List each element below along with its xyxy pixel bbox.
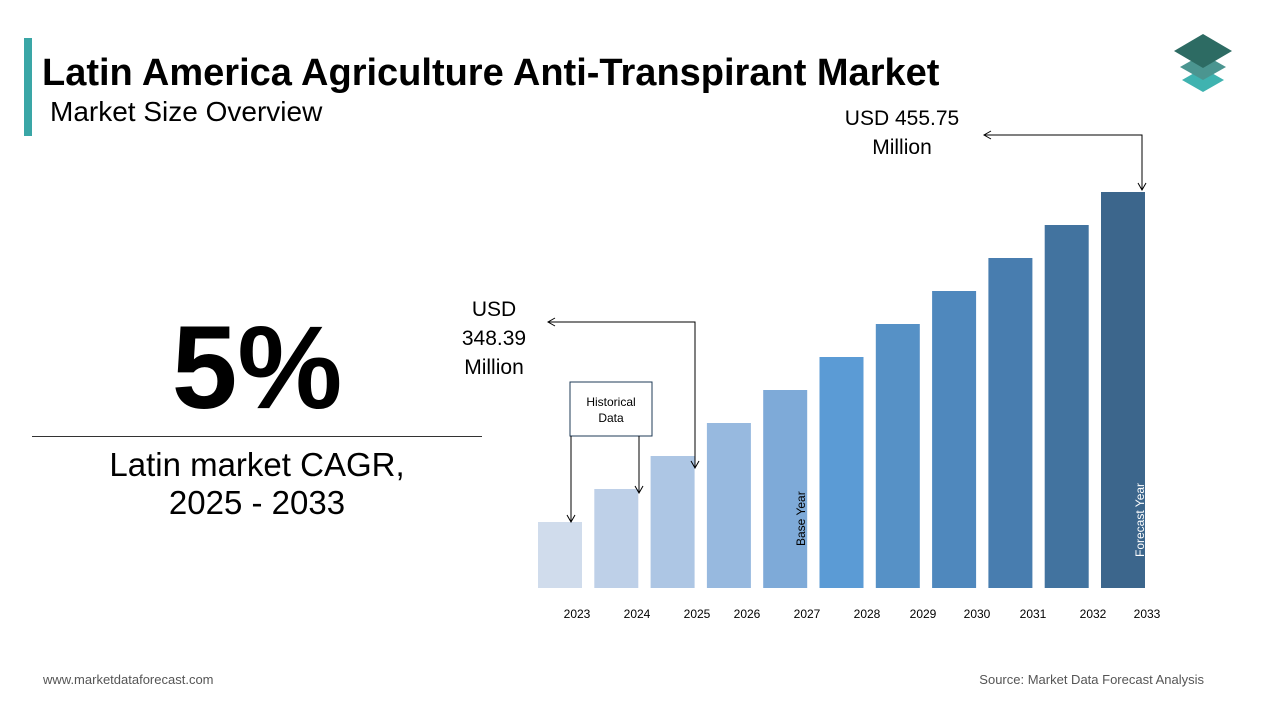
x-tick-label: 2023 bbox=[564, 607, 591, 621]
end-value-annotation: USD 455.75 Million bbox=[822, 104, 982, 162]
bar-2028 bbox=[819, 357, 864, 588]
cagr-label-line2: 2025 - 2033 bbox=[168, 484, 346, 521]
cagr-value: 5% bbox=[171, 302, 343, 434]
page-title: Latin America Agriculture Anti-Transpira… bbox=[42, 52, 940, 94]
historical-label-line2: Data bbox=[598, 411, 624, 425]
start-value-line1: USD bbox=[471, 298, 517, 321]
website-link[interactable]: www.marketdataforecast.com bbox=[43, 672, 214, 687]
bar-2032 bbox=[1044, 225, 1089, 588]
bar-2029 bbox=[875, 324, 920, 588]
x-tick-label: 2031 bbox=[1020, 607, 1047, 621]
cagr-label: Latin market CAGR, 2025 - 2033 bbox=[32, 446, 482, 522]
start-value-annotation: USD 348.39 Million bbox=[444, 295, 544, 382]
page-subtitle: Market Size Overview bbox=[50, 96, 323, 127]
bar-2026 bbox=[706, 423, 751, 588]
x-tick-label: 2028 bbox=[854, 607, 881, 621]
bar-2024 bbox=[594, 489, 639, 588]
end-value-line1: USD 455.75 bbox=[844, 107, 960, 130]
arrow-2033-value bbox=[984, 134, 1147, 192]
start-value-line2: 348.39 bbox=[461, 327, 527, 350]
x-tick-label: 2033 bbox=[1134, 607, 1161, 621]
historical-data-box bbox=[569, 381, 653, 437]
x-tick-label: 2032 bbox=[1080, 607, 1107, 621]
bar-2027 bbox=[763, 390, 808, 588]
start-value-line3: Million bbox=[464, 356, 524, 379]
base-year-label: Base Year bbox=[794, 491, 808, 546]
title-accent-bar bbox=[24, 38, 32, 136]
historical-label-line1: Historical bbox=[586, 395, 635, 409]
x-tick-label: 2027 bbox=[794, 607, 821, 621]
bar-2033 bbox=[1101, 192, 1145, 588]
bar-2025 bbox=[650, 456, 695, 588]
stacked-layers-logo-icon bbox=[1174, 34, 1232, 92]
x-tick-label: 2029 bbox=[910, 607, 937, 621]
x-tick-label: 2030 bbox=[964, 607, 991, 621]
x-tick-label: 2025 bbox=[684, 607, 711, 621]
x-tick-label: 2026 bbox=[734, 607, 761, 621]
x-tick-label: 2024 bbox=[624, 607, 651, 621]
divider bbox=[32, 436, 482, 437]
end-value-line2: Million bbox=[872, 136, 932, 159]
source-note: Source: Market Data Forecast Analysis bbox=[979, 672, 1204, 687]
forecast-year-label: Forecast Year bbox=[1133, 483, 1147, 557]
bar-2023 bbox=[538, 522, 582, 588]
bar-2030 bbox=[932, 291, 977, 588]
bar-2031 bbox=[988, 258, 1033, 588]
cagr-label-line1: Latin market CAGR, bbox=[109, 446, 405, 483]
